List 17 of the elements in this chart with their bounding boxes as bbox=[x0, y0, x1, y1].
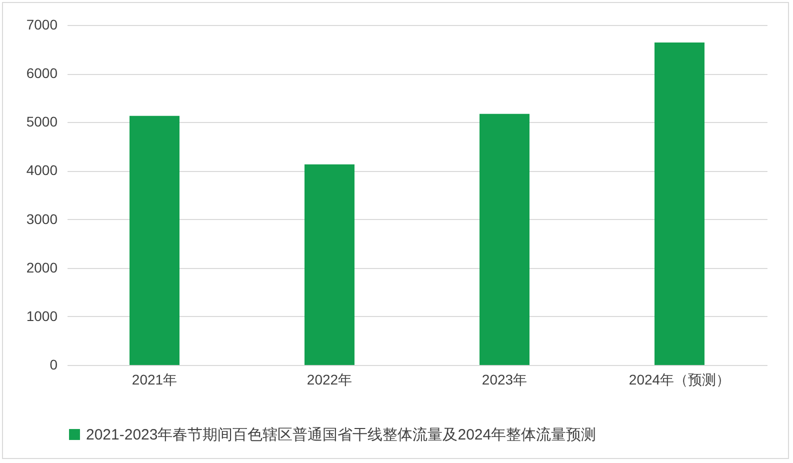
x-tick-label: 2021年 bbox=[132, 372, 178, 388]
y-tick-label: 6000 bbox=[26, 65, 58, 82]
y-tick-label: 0 bbox=[50, 356, 58, 372]
x-tick-label: 2024年（预测） bbox=[628, 372, 730, 388]
x-tick-label: 2022年 bbox=[306, 372, 352, 388]
bar bbox=[480, 114, 530, 365]
y-tick-label: 1000 bbox=[26, 308, 58, 324]
bar bbox=[130, 116, 180, 365]
y-tick-label: 2000 bbox=[26, 259, 58, 276]
y-tick-label: 5000 bbox=[26, 114, 58, 130]
bar bbox=[304, 164, 354, 365]
bar bbox=[654, 42, 704, 365]
x-tick-label: 2023年 bbox=[482, 372, 528, 388]
y-tick-label: 7000 bbox=[26, 16, 58, 32]
y-tick-label: 4000 bbox=[26, 162, 58, 178]
legend-label: 2021-2023年春节期间百色辖区普通国省干线整体流量及2024年整体流量预测 bbox=[86, 426, 596, 444]
y-tick-label: 3000 bbox=[26, 210, 58, 227]
